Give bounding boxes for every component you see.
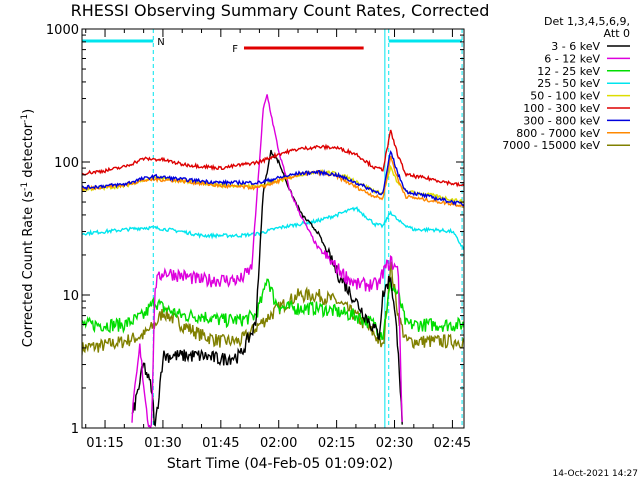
series-line-3 <box>82 206 464 251</box>
x-tick-label: 02:45 <box>434 436 471 451</box>
series-line-6 <box>82 150 464 207</box>
x-tick-label: 01:45 <box>202 436 239 451</box>
plot-frame <box>81 28 465 429</box>
timestamp: 14-Oct-2021 14:27 <box>553 469 638 479</box>
flag-bars: NF <box>82 37 463 55</box>
legend-title: Det 1,3,4,5,6,9, <box>544 15 630 28</box>
legend-label: 7000 - 15000 keV <box>502 139 600 152</box>
chart-title: RHESSI Observing Summary Count Rates, Co… <box>71 1 490 20</box>
x-tick-label: 01:30 <box>144 436 181 451</box>
series-line-5 <box>82 129 464 188</box>
series-lines <box>82 94 464 428</box>
x-axis-ticks: 01:15 01:30 01:45 02:00 02:15 02:30 02:45 <box>85 29 471 451</box>
legend-label: 6 - 12 keV <box>544 52 600 65</box>
legend-title: Att 0 <box>604 27 630 40</box>
legend-label: 25 - 50 keV <box>537 77 600 90</box>
legend-label: 800 - 7000 keV <box>516 127 600 140</box>
x-tick-label: 02:15 <box>318 436 355 451</box>
y-axis-ticks: 1 10 100 1000 <box>46 23 464 437</box>
legend-label: 50 - 100 keV <box>530 90 600 103</box>
y-tick-label: 1 <box>71 422 79 437</box>
x-axis-label: Start Time (04-Feb-05 01:09:02) <box>167 456 393 472</box>
x-tick-label: 02:30 <box>376 436 413 451</box>
series-line-2 <box>82 278 464 341</box>
legend-label: 100 - 300 keV <box>523 102 600 115</box>
y-tick-label: 10 <box>62 289 79 304</box>
legend-label: 3 - 6 keV <box>551 40 600 53</box>
series-line-1 <box>131 94 403 428</box>
y-tick-label: 100 <box>54 156 79 171</box>
flag-label-f: F <box>232 44 238 55</box>
series-line-0 <box>131 149 403 427</box>
y-tick-label: 1000 <box>46 23 79 38</box>
series-line-4 <box>82 164 464 204</box>
flag-label-n: N <box>157 37 164 48</box>
series-line-8 <box>82 261 464 356</box>
legend-label: 12 - 25 keV <box>537 65 600 78</box>
x-tick-label: 01:15 <box>86 436 123 451</box>
legend-label: 300 - 800 keV <box>523 114 600 127</box>
x-tick-label: 02:00 <box>260 436 297 451</box>
y-axis-label: Corrected Count Rate (s-1 detector-1) <box>20 109 36 347</box>
